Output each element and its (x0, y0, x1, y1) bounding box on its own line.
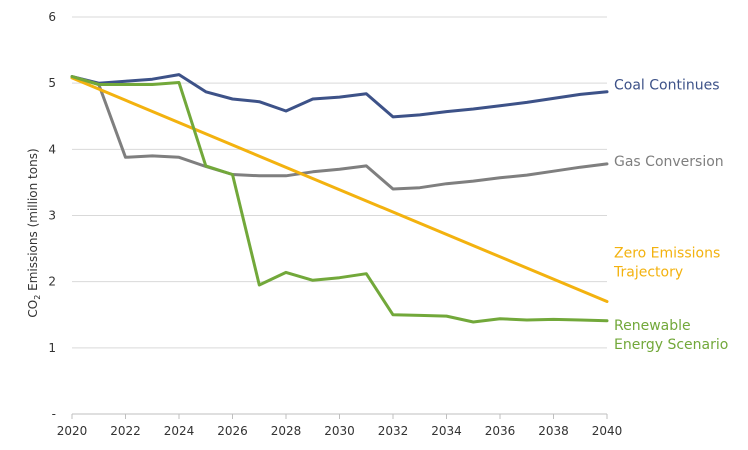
x-tick-label: 2036 (485, 424, 516, 438)
x-tick-label: 2034 (431, 424, 462, 438)
y-tick-label: 1 (48, 341, 56, 355)
y-tick-label: 5 (48, 76, 56, 90)
y-tick-label: 4 (48, 142, 56, 156)
series-lines (70, 73, 609, 324)
series-label: Trajectory (613, 264, 683, 280)
axes: - 1 2 3 4 5 6 2020 2022 2024 2026 2028 2030 2032 2034 2… (48, 10, 622, 438)
x-tick-label: 2032 (378, 424, 409, 438)
y-tick-label: 2 (48, 275, 56, 289)
series-line (70, 75, 609, 324)
y-axis-label: CO2 Emissions (million tons) (26, 148, 42, 317)
x-tick-label: 2022 (110, 424, 141, 438)
series-label: Energy Scenario (614, 337, 728, 353)
x-tick-label: 2030 (324, 424, 355, 438)
x-tick-label: 2026 (217, 424, 248, 438)
x-tick-label: 2020 (57, 424, 88, 438)
series-line (70, 75, 609, 191)
y-axis-label-main: CO (26, 300, 40, 318)
series-label: Coal Continues (614, 77, 720, 93)
series-label: Zero Emissions (614, 245, 720, 261)
series-line (70, 76, 609, 303)
y-tick-label: - (52, 407, 56, 421)
series-label: Gas Conversion (614, 154, 724, 170)
x-tick-label: 2024 (164, 424, 195, 438)
grid-lines (72, 16, 607, 349)
x-tick-label: 2028 (271, 424, 302, 438)
x-tick-label: 2038 (538, 424, 569, 438)
y-axis-label-rest: Emissions (million tons) (26, 148, 40, 294)
series-labels: Coal Continues Gas Conversion Zero Emissio… (613, 77, 728, 353)
y-axis-label-subscript: 2 (33, 295, 42, 300)
series-line (70, 73, 609, 119)
x-tick-label: 2040 (592, 424, 623, 438)
y-tick-label: 6 (48, 10, 56, 24)
series-label: Renewable (614, 318, 691, 334)
y-tick-label: 3 (48, 209, 56, 223)
